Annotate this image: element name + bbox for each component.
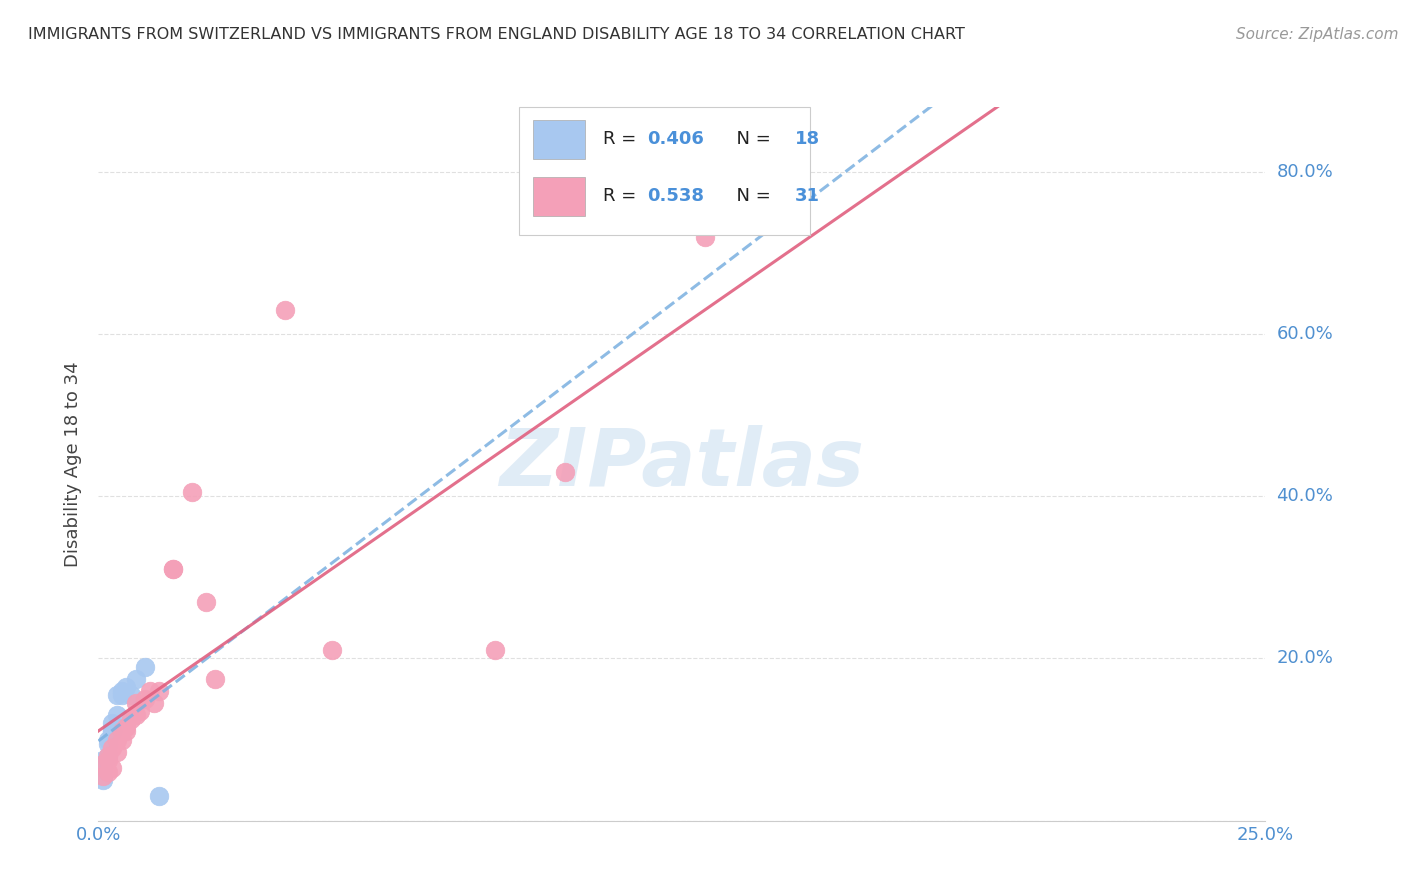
Point (125, 708, 148, 723)
Point (484, 643, 506, 657)
Y-axis label: Disability Age 18 to 34: Disability Age 18 to 34 (65, 361, 83, 566)
Text: 60.0%: 60.0% (1277, 325, 1333, 343)
Point (321, 643, 343, 657)
Point (115, 724, 138, 739)
Point (91, 761, 114, 775)
Point (105, 732, 128, 747)
Point (115, 680, 138, 694)
Point (120, 688, 142, 702)
Text: 0.538: 0.538 (647, 187, 704, 205)
Point (115, 720, 138, 734)
Point (101, 724, 124, 739)
Point (111, 724, 134, 739)
Point (91, 769, 114, 783)
Point (111, 688, 134, 702)
Point (162, 562, 184, 576)
Point (101, 724, 124, 739)
Point (97, 748, 120, 763)
Point (134, 659, 156, 673)
Point (139, 684, 162, 698)
Point (101, 761, 124, 775)
Point (91, 753, 114, 767)
Point (120, 712, 142, 726)
Point (97, 732, 120, 747)
Point (101, 716, 124, 731)
Point (180, 485, 202, 500)
Point (143, 696, 166, 710)
Text: Source: ZipAtlas.com: Source: ZipAtlas.com (1236, 27, 1399, 42)
Point (162, 562, 184, 576)
Point (134, 692, 156, 706)
Point (111, 684, 134, 698)
Point (129, 704, 152, 718)
Text: 31: 31 (796, 187, 820, 205)
Point (91, 773, 114, 788)
Point (194, 595, 217, 609)
Point (101, 740, 124, 755)
Point (97, 753, 120, 767)
Point (125, 672, 148, 686)
Point (111, 732, 134, 747)
Point (204, 672, 226, 686)
Point (91, 756, 114, 771)
Point (695, 229, 717, 244)
Text: 18: 18 (796, 130, 820, 148)
FancyBboxPatch shape (533, 177, 585, 216)
FancyBboxPatch shape (533, 120, 585, 159)
Text: 80.0%: 80.0% (1277, 163, 1333, 181)
Point (125, 696, 148, 710)
Text: 40.0%: 40.0% (1277, 487, 1333, 505)
Point (105, 688, 128, 702)
Text: 20.0%: 20.0% (1277, 649, 1333, 667)
Point (97, 764, 120, 779)
Text: N =: N = (725, 187, 776, 205)
Text: N =: N = (725, 130, 776, 148)
Point (97, 748, 120, 763)
Text: 0.406: 0.406 (647, 130, 704, 148)
Point (554, 465, 576, 479)
Point (148, 789, 170, 804)
FancyBboxPatch shape (519, 107, 810, 235)
Point (148, 684, 170, 698)
Point (105, 745, 128, 759)
Point (105, 708, 128, 723)
Text: R =: R = (603, 130, 641, 148)
Point (97, 737, 120, 751)
Text: IMMIGRANTS FROM SWITZERLAND VS IMMIGRANTS FROM ENGLAND DISABILITY AGE 18 TO 34 C: IMMIGRANTS FROM SWITZERLAND VS IMMIGRANT… (28, 27, 965, 42)
Text: ZIPatlas: ZIPatlas (499, 425, 865, 503)
Text: R =: R = (603, 187, 641, 205)
Point (274, 302, 297, 317)
